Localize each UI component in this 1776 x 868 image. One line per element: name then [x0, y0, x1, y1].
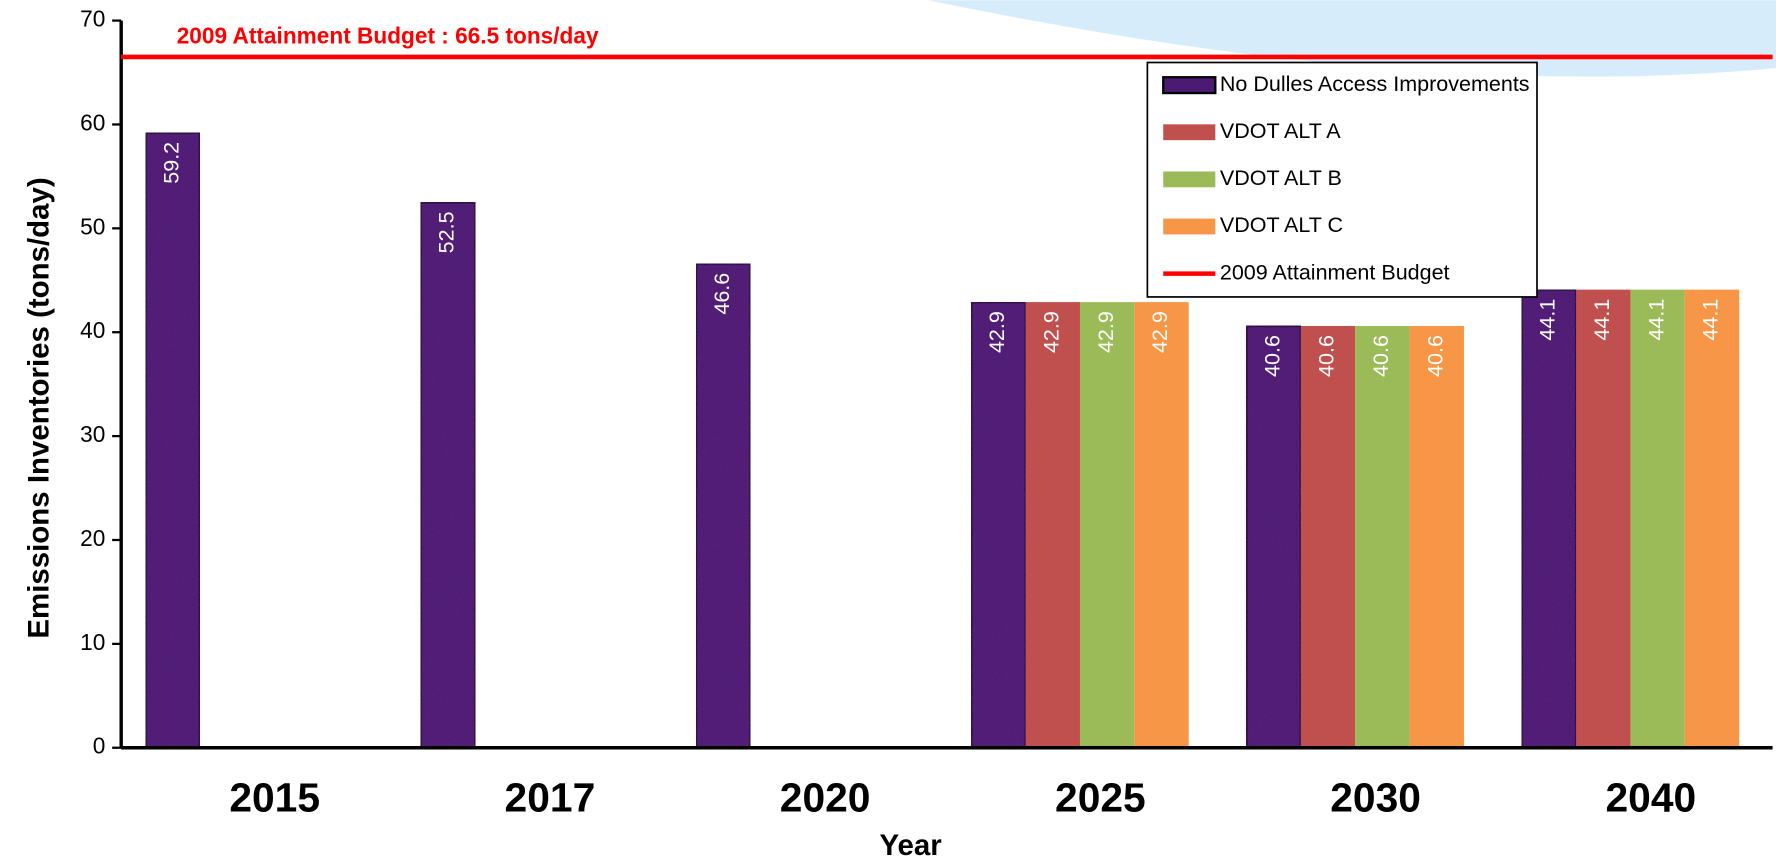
legend-label: VDOT ALT C	[1220, 213, 1343, 237]
x-axis-title: Year	[880, 829, 943, 862]
legend-swatch	[1163, 171, 1216, 188]
x-tick-label: 2040	[1605, 775, 1696, 821]
y-axis-title: Emissions Inventories (tons/day)	[23, 177, 56, 638]
y-tick-label: 70	[80, 6, 105, 32]
legend-label: 2009 Attainment Budget	[1220, 260, 1450, 284]
data-label: 46.6	[710, 273, 734, 315]
legend-swatch	[1162, 76, 1217, 95]
y-tick-label: 10	[80, 629, 105, 655]
data-label: 52.5	[435, 211, 459, 253]
data-label: 44.1	[1699, 299, 1723, 341]
data-label: 40.6	[1369, 335, 1393, 377]
y-tick-label: 30	[80, 421, 105, 447]
y-tick-label: 40	[80, 317, 105, 343]
x-tick-label: 2030	[1330, 775, 1421, 821]
y-tick-label: 60	[80, 109, 105, 135]
data-label: 42.9	[985, 311, 1009, 353]
legend-label: VDOT ALT A	[1220, 119, 1341, 143]
legend-label: VDOT ALT B	[1220, 166, 1342, 190]
legend-swatch	[1163, 218, 1216, 235]
data-label: 42.9	[1039, 311, 1063, 353]
legend-swatch	[1163, 124, 1216, 141]
data-label: 59.2	[159, 142, 183, 184]
bar	[1079, 302, 1135, 748]
legend: No Dulles Access Improvements VDOT ALT A V…	[1146, 61, 1538, 298]
data-label: 40.6	[1423, 335, 1447, 377]
bar	[1576, 289, 1631, 748]
legend-label: No Dulles Access Improvements	[1220, 72, 1530, 96]
reference-label: 2009 Attainment Budget : 66.5 tons/day	[177, 23, 599, 49]
data-label: 44.1	[1590, 299, 1614, 341]
bar	[1684, 289, 1740, 748]
x-tick-label: 2015	[229, 775, 320, 821]
bar	[1355, 325, 1410, 748]
x-tick-label: 2020	[780, 775, 871, 821]
x-tick-label: 2017	[505, 775, 596, 821]
bar	[970, 300, 1027, 749]
y-tick-label: 50	[80, 213, 105, 239]
data-label: 40.6	[1315, 335, 1339, 377]
data-label: 44.1	[1536, 299, 1560, 341]
data-label: 44.1	[1644, 299, 1668, 341]
bar	[144, 131, 202, 749]
data-label: 42.9	[1094, 311, 1118, 353]
bar	[694, 262, 752, 749]
bar	[419, 201, 477, 749]
bar	[1025, 302, 1080, 748]
data-label: 40.6	[1260, 335, 1284, 377]
bar	[1520, 288, 1578, 749]
bar	[1300, 325, 1356, 748]
bar	[1245, 324, 1302, 749]
x-tick-label: 2025	[1055, 775, 1146, 821]
y-tick-label: 0	[93, 733, 106, 759]
bar	[1134, 302, 1189, 748]
data-label: 42.9	[1148, 311, 1172, 353]
y-tick-label: 20	[80, 525, 105, 551]
bar	[1630, 289, 1685, 748]
bar	[1409, 325, 1464, 748]
